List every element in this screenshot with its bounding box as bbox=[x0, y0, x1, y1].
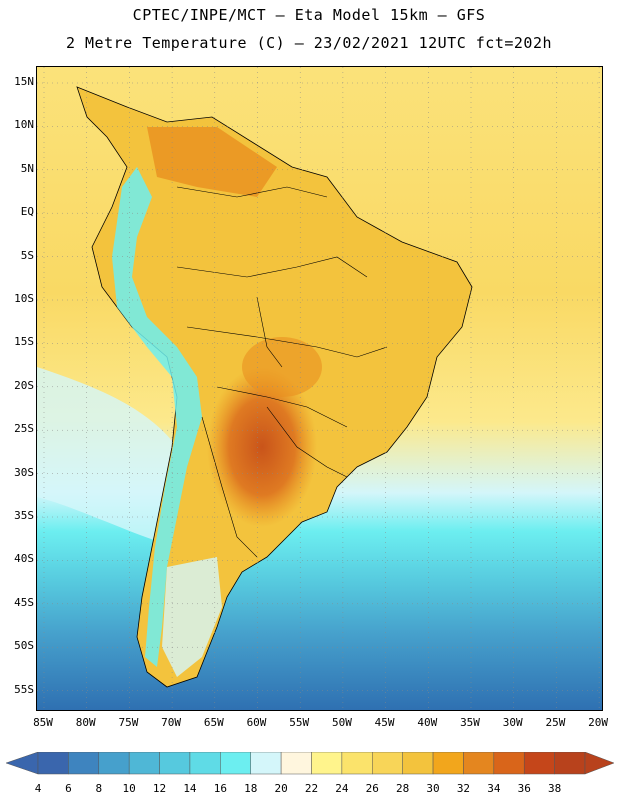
colorbar-tick-label: 22 bbox=[304, 782, 319, 795]
pacific-cool-zone bbox=[37, 367, 177, 547]
colorbar-swatch bbox=[372, 752, 403, 775]
colorbar-swatch bbox=[159, 752, 191, 775]
lon-label-85w: 85W bbox=[33, 716, 53, 729]
colorbar bbox=[5, 752, 615, 775]
lon-label-75w: 75W bbox=[118, 716, 139, 729]
lat-label-30s: 30S bbox=[14, 465, 34, 479]
chart-subtitle: 2 Metre Temperature (C) – 23/02/2021 12U… bbox=[65, 34, 553, 52]
colorbar-tick-label: 14 bbox=[183, 782, 197, 795]
lon-label-45w: 45W bbox=[374, 716, 395, 729]
colorbar-swatch bbox=[341, 752, 373, 775]
colorbar-swatch bbox=[493, 752, 525, 775]
colorbar-tick-label: 4 bbox=[34, 782, 42, 795]
colorbar-swatch bbox=[280, 752, 312, 775]
colorbar-tick-label: 38 bbox=[547, 782, 562, 795]
lon-label-20w: 20W bbox=[588, 716, 609, 729]
argentina-hot-zone bbox=[207, 367, 317, 527]
lon-label-50w: 50W bbox=[331, 716, 352, 729]
colorbar-swatch bbox=[98, 752, 130, 775]
colorbar-swatch bbox=[189, 752, 221, 775]
colorbar-tick-label: 36 bbox=[517, 782, 531, 795]
lat-label-5n: 5N bbox=[20, 161, 34, 175]
colorbar-swatch bbox=[250, 752, 282, 775]
colorbar-tick-label: 8 bbox=[95, 782, 103, 795]
colorbar-tick-label: 20 bbox=[274, 782, 288, 795]
lat-label-10n: 10N bbox=[14, 118, 34, 132]
colorbar-swatch bbox=[554, 752, 586, 775]
colorbar-tick-label: 26 bbox=[365, 782, 379, 795]
chart-title: CPTEC/INPE/MCT – Eta Model 15km – GFS bbox=[132, 6, 486, 24]
lon-label-40w: 40W bbox=[417, 716, 438, 729]
lat-label-5s: 5S bbox=[20, 248, 34, 262]
colorbar-swatch bbox=[68, 752, 100, 775]
venezuela-hot-zone bbox=[147, 127, 277, 197]
lon-label-35w: 35W bbox=[460, 716, 480, 729]
colorbar-tick-label: 12 bbox=[152, 782, 167, 795]
colorbar-swatch bbox=[523, 752, 555, 775]
colorbar-tick-label: 32 bbox=[456, 782, 471, 795]
lon-label-55w: 55W bbox=[289, 716, 310, 729]
colorbar-swatch bbox=[220, 752, 251, 775]
colorbar-tick-label: 30 bbox=[426, 782, 440, 795]
lon-label-25w: 25W bbox=[545, 716, 566, 729]
lon-label-70w: 70W bbox=[161, 716, 182, 729]
lat-label-45s: 45S bbox=[14, 595, 34, 609]
colorbar-tick-label: 34 bbox=[487, 782, 501, 795]
lat-label-15n: 15N bbox=[14, 75, 34, 88]
colorbar-tick-label: 28 bbox=[396, 782, 410, 795]
colorbar-tick-label: 10 bbox=[122, 782, 136, 795]
lat-label-eq: EQ bbox=[20, 205, 34, 219]
colorbar-swatch bbox=[402, 752, 434, 775]
lat-label-25s: 25S bbox=[14, 422, 34, 436]
lon-label-80w: 80W bbox=[75, 716, 96, 729]
colorbar-tick-label: 18 bbox=[244, 782, 258, 795]
colorbar-swatch bbox=[128, 752, 160, 775]
lat-label-40s: 40S bbox=[14, 552, 34, 566]
lat-label-50s: 50S bbox=[14, 639, 34, 653]
colorbar-swatch bbox=[37, 752, 69, 775]
colorbar-tick-label: 6 bbox=[65, 782, 72, 795]
map-canvas bbox=[37, 67, 602, 710]
lat-label-55s: 55S bbox=[14, 682, 34, 696]
colorbar-swatch bbox=[463, 752, 495, 775]
country-borders bbox=[176, 186, 388, 558]
lat-label-15s: 15S bbox=[14, 335, 34, 349]
lat-label-10s: 10S bbox=[14, 292, 34, 305]
colorbar-tick-label: 24 bbox=[335, 782, 349, 795]
colorbar-left-arrow bbox=[5, 752, 39, 775]
colorbar-swatch bbox=[311, 752, 343, 775]
temperature-map bbox=[36, 66, 603, 711]
colorbar-swatch bbox=[432, 752, 464, 775]
colorbar-tick-label: 16 bbox=[213, 782, 227, 795]
colorbar-right-arrow bbox=[584, 752, 615, 775]
lat-label-35s: 35S bbox=[14, 509, 34, 522]
lon-label-65w: 65W bbox=[203, 716, 224, 729]
lat-label-20s: 20S bbox=[14, 378, 34, 392]
andes-cold-ridge bbox=[112, 167, 202, 667]
lon-label-30w: 30W bbox=[502, 716, 523, 729]
lon-label-60w: 60W bbox=[246, 716, 267, 729]
